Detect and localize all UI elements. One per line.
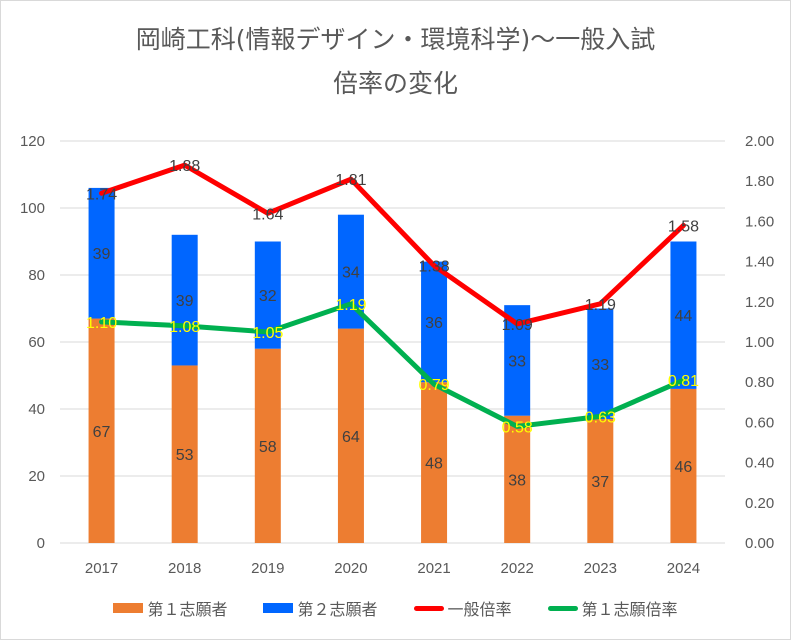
bar-first-choice bbox=[337, 328, 364, 543]
bar-second-choice bbox=[171, 234, 198, 366]
bar-first-choice bbox=[88, 318, 115, 543]
y-right-tick-label: 1.00 bbox=[745, 334, 774, 351]
bar-first-choice bbox=[670, 388, 697, 543]
legend-swatch-first-choice-ratio bbox=[547, 605, 578, 611]
bar-first-choice bbox=[587, 419, 614, 543]
data-label-first-choice-ratio: 0.81 bbox=[668, 373, 699, 390]
chart-title-line1: 岡崎工科(情報デザイン・環境科学)～一般入試 bbox=[135, 25, 656, 54]
legend-label-second-choice: 第２志願者 bbox=[297, 600, 378, 619]
y-left-tick-label: 100 bbox=[20, 200, 45, 217]
data-label-first-choice-ratio: 1.19 bbox=[335, 297, 366, 314]
bar-second-choice bbox=[587, 308, 614, 420]
line-general-ratio bbox=[99, 162, 686, 327]
data-label-general-ratio: 1.81 bbox=[335, 172, 366, 189]
data-label-first-choice-ratio: 1.10 bbox=[86, 315, 117, 332]
data-label-first-choice: 58 bbox=[259, 439, 277, 456]
data-label-first-choice-ratio: 1.08 bbox=[169, 319, 200, 336]
data-label-general-ratio: 1.38 bbox=[418, 259, 449, 276]
x-tick-label: 2017 bbox=[85, 560, 118, 577]
y-left-tick-label: 60 bbox=[28, 334, 45, 351]
y-right-tick-label: 0.00 bbox=[745, 535, 774, 552]
x-tick-label: 2021 bbox=[417, 560, 450, 577]
chart-title-line2: 倍率の変化 bbox=[332, 69, 458, 98]
data-label-first-choice: 67 bbox=[93, 424, 111, 441]
y-right-tick-label: 0.60 bbox=[745, 414, 774, 431]
x-tick-label: 2022 bbox=[501, 560, 534, 577]
y-left-tick-label: 0 bbox=[37, 535, 45, 552]
legend-item-first-choice-ratio: 第１志願倍率 bbox=[547, 596, 678, 620]
y-left-tick-label: 120 bbox=[20, 133, 45, 150]
data-label-second-choice: 33 bbox=[508, 353, 526, 370]
legend-item-second-choice: 第２志願者 bbox=[263, 596, 378, 620]
y-right-tick-label: 2.00 bbox=[745, 133, 774, 150]
data-label-general-ratio: 1.74 bbox=[86, 186, 117, 203]
legend: 第１志願者 第２志願者 一般倍率 第１志願倍率 bbox=[0, 596, 791, 620]
bar-second-choice bbox=[421, 261, 448, 383]
data-label-first-choice: 38 bbox=[508, 472, 526, 489]
line-first-choice-ratio bbox=[99, 301, 686, 429]
y-right-tick-label: 0.40 bbox=[745, 455, 774, 472]
data-label-general-ratio: 1.88 bbox=[169, 158, 200, 175]
data-label-second-choice: 33 bbox=[591, 357, 609, 374]
bar-second-choice bbox=[88, 187, 115, 319]
bar-first-choice bbox=[504, 415, 531, 543]
data-label-second-choice: 36 bbox=[425, 315, 443, 332]
y-left-tick-label: 80 bbox=[28, 267, 45, 284]
x-tick-label: 2023 bbox=[584, 560, 617, 577]
y-right-tick-label: 1.80 bbox=[745, 173, 774, 190]
y-right-tick-label: 1.40 bbox=[745, 254, 774, 271]
legend-item-general-ratio: 一般倍率 bbox=[413, 596, 512, 620]
y-right-tick-label: 1.20 bbox=[745, 294, 774, 311]
data-label-general-ratio: 1.64 bbox=[252, 206, 283, 223]
legend-label-first-choice: 第１志願者 bbox=[147, 600, 228, 619]
bar-first-choice bbox=[254, 348, 281, 543]
y-right-tick-label: 0.80 bbox=[745, 374, 774, 391]
y-left-tick-label: 40 bbox=[28, 401, 45, 418]
data-label-second-choice: 32 bbox=[259, 288, 277, 305]
data-label-first-choice-ratio: 0.79 bbox=[418, 377, 449, 394]
data-label-first-choice-ratio: 1.05 bbox=[252, 325, 283, 342]
bar-second-choice bbox=[670, 241, 697, 389]
data-label-first-choice: 64 bbox=[342, 429, 360, 446]
legend-item-first-choice: 第１志願者 bbox=[113, 596, 227, 620]
x-tick-label: 2024 bbox=[667, 560, 700, 577]
data-label-second-choice: 34 bbox=[342, 265, 360, 282]
legend-swatch-second-choice bbox=[263, 603, 294, 613]
x-tick-label: 2019 bbox=[251, 560, 284, 577]
data-label-first-choice-ratio: 0.58 bbox=[502, 419, 533, 436]
legend-label-general-ratio: 一般倍率 bbox=[447, 600, 512, 619]
data-label-general-ratio: 1.58 bbox=[668, 218, 699, 235]
legend-swatch-first-choice bbox=[113, 603, 144, 613]
data-label-first-choice-ratio: 0.63 bbox=[585, 409, 616, 426]
chart-title: 岡崎工科(情報デザイン・環境科学)～一般入試 倍率の変化 bbox=[0, 18, 791, 106]
data-label-second-choice: 39 bbox=[93, 246, 111, 263]
data-label-first-choice: 37 bbox=[591, 474, 609, 491]
legend-label-first-choice-ratio: 第１志願倍率 bbox=[581, 600, 678, 619]
legend-swatch-general-ratio bbox=[413, 605, 444, 611]
data-label-first-choice: 48 bbox=[425, 456, 443, 473]
x-tick-label: 2018 bbox=[168, 560, 201, 577]
data-label-first-choice: 53 bbox=[176, 447, 194, 464]
data-label-general-ratio: 1.09 bbox=[502, 317, 533, 334]
y-right-tick-label: 0.20 bbox=[745, 495, 774, 512]
data-label-first-choice: 46 bbox=[675, 459, 693, 476]
data-label-second-choice: 44 bbox=[675, 308, 693, 325]
bar-first-choice bbox=[421, 382, 448, 543]
data-label-second-choice: 39 bbox=[176, 293, 194, 310]
data-label-general-ratio: 1.19 bbox=[585, 297, 616, 314]
y-right-tick-label: 1.60 bbox=[745, 213, 774, 230]
y-left-tick-label: 20 bbox=[28, 468, 45, 485]
x-tick-label: 2020 bbox=[334, 560, 367, 577]
bar-first-choice bbox=[171, 365, 198, 543]
